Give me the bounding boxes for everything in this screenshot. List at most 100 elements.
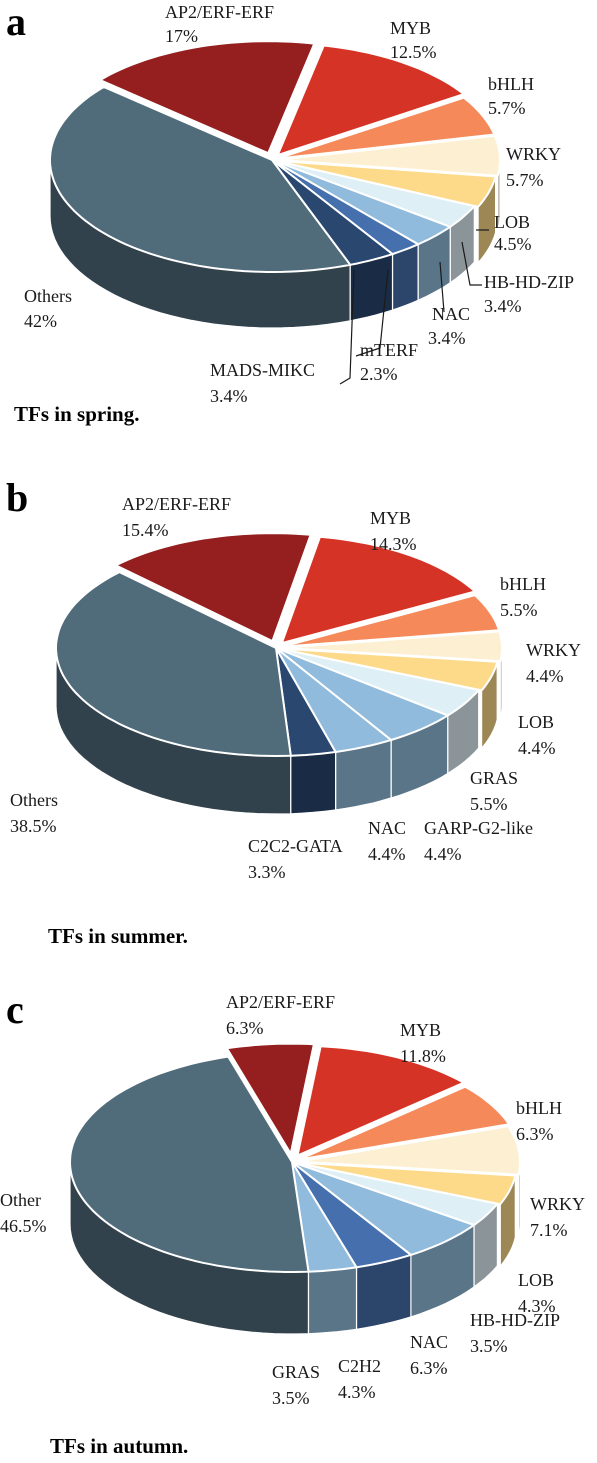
pie-slice-ap2-erf-erf bbox=[113, 532, 312, 643]
pie-labels: MYB11.8%bHLH6.3%WRKY7.1%LOB4.3%HB-HD-ZIP… bbox=[0, 992, 585, 1408]
slice-percent-lob: 4.4% bbox=[518, 738, 556, 758]
slice-percent-hb-hd-zip: 3.5% bbox=[470, 1336, 508, 1356]
slice-percent-lob: 4.3% bbox=[518, 1296, 556, 1316]
slice-label-hb-hd-zip: HB-HD-ZIP bbox=[470, 1310, 560, 1330]
pie-slice-hb-hd-zip bbox=[271, 159, 477, 228]
slice-percent-wrky: 4.4% bbox=[526, 666, 564, 686]
slice-percent-gras: 3.5% bbox=[272, 1388, 310, 1408]
slice-percent-nac: 3.4% bbox=[428, 328, 466, 348]
pie-sides bbox=[69, 1161, 521, 1335]
slice-label-wrky: WRKY bbox=[506, 144, 561, 164]
slice-percent-bhlh: 5.5% bbox=[500, 600, 538, 620]
slice-percent-myb: 14.3% bbox=[370, 534, 417, 554]
slice-label-bhlh: bHLH bbox=[516, 1098, 562, 1118]
slice-percent-wrky: 7.1% bbox=[530, 1220, 568, 1240]
slice-percent-nac: 6.3% bbox=[410, 1358, 448, 1378]
pie-slice-nac bbox=[271, 159, 453, 246]
slice-label-other: Other bbox=[0, 1190, 41, 1210]
slice-label-bhlh: bHLH bbox=[488, 74, 534, 94]
slice-label-mterf: mTERF bbox=[360, 340, 418, 360]
pie-slice-lob bbox=[275, 159, 497, 208]
pie-slice-wrky bbox=[277, 134, 502, 177]
slice-label-nac: NAC bbox=[368, 818, 406, 838]
panel-letter: b bbox=[6, 475, 29, 520]
pie-slice-nac bbox=[275, 647, 394, 754]
leader-line-mterf bbox=[355, 269, 389, 357]
pie-slice-bhlh bbox=[298, 1085, 511, 1161]
slice-label-ap2-erf-erf: AP2/ERF-ERF bbox=[226, 992, 335, 1012]
slice-label-lob: LOB bbox=[518, 712, 554, 732]
leader-line-mads-mikc bbox=[339, 269, 355, 385]
slice-label-c2h2: C2H2 bbox=[338, 1356, 381, 1376]
pie-labels: MYB 14.3% bHLH 5.5% WRKY 4.4% LOB 4.4% GARP-G2-l… bbox=[10, 494, 581, 882]
slice-percent-ap2-erf-erf: 17% bbox=[165, 26, 198, 46]
leader-line-nac bbox=[439, 261, 445, 313]
pie-slice-bhlh bbox=[281, 594, 501, 648]
pie-side-mterf bbox=[391, 243, 419, 311]
slice-percent-bhlh: 6.3% bbox=[516, 1124, 554, 1144]
pie-side-c2c2-gata bbox=[290, 751, 337, 815]
panel-letter: a bbox=[6, 0, 26, 44]
slice-label-ap2-erf-erf: AP2/ERF-ERF bbox=[122, 494, 231, 514]
slice-percent-c2h2: 4.3% bbox=[338, 1382, 376, 1402]
panel-autumn: MYB 11.8% bHLH 6.3% WRKY 7.1% LOB 4.3% HB-HD-ZIP… bbox=[0, 988, 597, 1463]
slice-label-others: Others bbox=[24, 286, 72, 306]
pie-slice-nac bbox=[291, 1161, 477, 1257]
slice-percent-mterf: 2.3% bbox=[360, 364, 398, 384]
leader-line-hb-hd-zip bbox=[461, 241, 482, 286]
slice-label-nac: NAC bbox=[432, 304, 470, 324]
pie-slice-ap2-erf-erf bbox=[225, 1042, 316, 1157]
panel-summer: MYB 14.3% bHLH 5.5% WRKY 4.4% LOB 4.4% GARP-G2-l… bbox=[0, 478, 597, 958]
slice-label-myb: MYB bbox=[390, 18, 431, 38]
pie-slice-hb-hd-zip bbox=[291, 1161, 500, 1227]
slice-percent-mads-mikc: 3.4% bbox=[210, 386, 248, 406]
slice-label-garp-g2-like: GARP-G2-like bbox=[424, 818, 533, 838]
slice-label-bhlh: bHLH bbox=[500, 574, 546, 594]
chart-caption: TFs in spring. bbox=[14, 402, 140, 426]
pie-slice-c2c2-gata bbox=[275, 647, 338, 757]
slice-label-c2c2-gata: C2C2-GATA bbox=[248, 836, 343, 856]
slice-label-gras: GRAS bbox=[272, 1362, 320, 1382]
slice-label-lob: LOB bbox=[518, 1270, 554, 1290]
slice-label-wrky: WRKY bbox=[530, 1194, 585, 1214]
slice-label-myb: MYB bbox=[370, 508, 411, 528]
chart-caption: TFs in summer. bbox=[48, 924, 188, 948]
slice-percent-bhlh: 5.7% bbox=[488, 98, 526, 118]
panel-spring: MYB 12.5% bHLH 5.7% WRKY 5.7% LOB 4.5% HB-HD-ZIP… bbox=[0, 0, 597, 440]
pie-slice-ap2-erf-erf bbox=[97, 40, 316, 155]
pie-slice-bhlh bbox=[277, 96, 496, 160]
pie-slice-others bbox=[55, 570, 292, 758]
slice-percent-hb-hd-zip: 3.4% bbox=[484, 296, 522, 316]
pie-slice-myb bbox=[275, 44, 467, 157]
slice-percent-ap2-erf-erf: 15.4% bbox=[122, 520, 169, 540]
pie-slice-myb bbox=[280, 535, 478, 645]
slice-percent-myb: 12.5% bbox=[390, 42, 437, 62]
slice-percent-garp-g2-like: 4.4% bbox=[424, 844, 462, 864]
pie-slice-c2h2 bbox=[291, 1161, 414, 1269]
slice-label-hb-hd-zip: HB-HD-ZIP bbox=[484, 272, 574, 292]
pie-slice-myb bbox=[296, 1045, 467, 1158]
slice-label-myb: MYB bbox=[400, 1020, 441, 1040]
slice-label-gras: GRAS bbox=[470, 768, 518, 788]
pie-slice-others bbox=[49, 85, 352, 273]
slice-percent-nac: 4.4% bbox=[368, 844, 406, 864]
pie-slice-mterf bbox=[271, 159, 421, 256]
pie-slice-gras bbox=[291, 1161, 359, 1273]
pie-chart-autumn: MYB11.8%bHLH6.3%WRKY7.1%LOB4.3%HB-HD-ZIP… bbox=[0, 992, 585, 1408]
slice-label-nac: NAC bbox=[410, 1332, 448, 1352]
slice-percent-wrky: 5.7% bbox=[506, 170, 544, 190]
slice-percent-c2c2-gata: 3.3% bbox=[248, 862, 286, 882]
slice-percent-lob: 4.5% bbox=[494, 234, 532, 254]
slice-label-ap2-erf-erf: AP2/ERF-ERF bbox=[165, 2, 274, 22]
slice-percent-ap2-erf-erf: 6.3% bbox=[226, 1018, 264, 1038]
pie-slice-wrky bbox=[281, 630, 503, 663]
slice-label-mads-mikc: MADS-MIKC bbox=[210, 360, 315, 380]
pie-slice-other bbox=[68, 1055, 310, 1273]
pie-slice-garp-g2-like bbox=[275, 647, 481, 717]
slice-percent-other: 46.5% bbox=[0, 1216, 47, 1236]
slice-label-lob: LOB bbox=[494, 212, 530, 232]
slice-percent-myb: 11.8% bbox=[400, 1046, 446, 1066]
pie-chart-summer: MYB 14.3% bHLH 5.5% WRKY 4.4% LOB 4.4% GARP-G2-l… bbox=[10, 494, 581, 882]
